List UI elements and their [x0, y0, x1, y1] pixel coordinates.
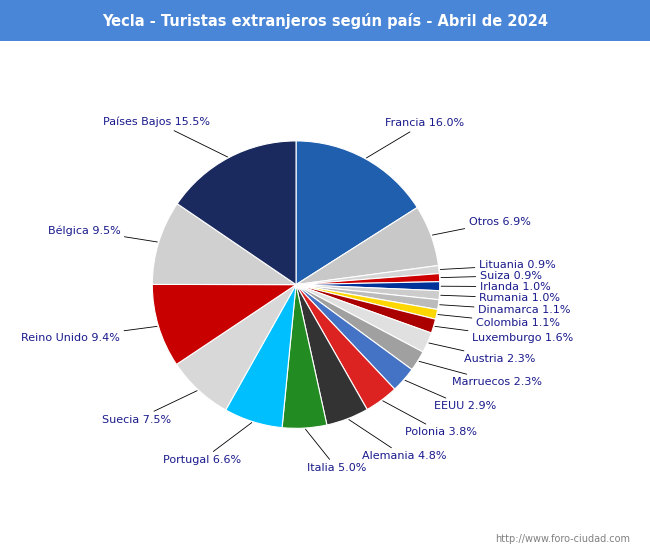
Text: http://www.foro-ciudad.com: http://www.foro-ciudad.com: [495, 534, 630, 544]
Text: Bélgica 9.5%: Bélgica 9.5%: [47, 225, 157, 242]
Text: Alemania 4.8%: Alemania 4.8%: [349, 420, 447, 461]
Text: Marruecos 2.3%: Marruecos 2.3%: [419, 361, 542, 387]
Wedge shape: [296, 285, 437, 319]
Wedge shape: [152, 284, 296, 365]
Text: Yecla - Turistas extranjeros según país - Abril de 2024: Yecla - Turistas extranjeros según país …: [102, 13, 548, 29]
Text: Países Bajos 15.5%: Países Bajos 15.5%: [103, 117, 228, 157]
Wedge shape: [296, 285, 439, 300]
Wedge shape: [177, 141, 296, 285]
Wedge shape: [177, 285, 296, 410]
Text: EEUU 2.9%: EEUU 2.9%: [405, 380, 496, 411]
Text: Dinamarca 1.1%: Dinamarca 1.1%: [439, 305, 571, 315]
Text: Suecia 7.5%: Suecia 7.5%: [102, 390, 197, 425]
Text: Otros 6.9%: Otros 6.9%: [432, 217, 530, 235]
Text: Lituania 0.9%: Lituania 0.9%: [440, 260, 556, 270]
Wedge shape: [296, 266, 439, 285]
Wedge shape: [296, 285, 432, 352]
Text: Irlanda 1.0%: Irlanda 1.0%: [441, 282, 551, 292]
Text: Italia 5.0%: Italia 5.0%: [306, 429, 367, 473]
Wedge shape: [296, 285, 436, 333]
Text: Colombia 1.1%: Colombia 1.1%: [438, 315, 560, 328]
Wedge shape: [296, 285, 423, 370]
Wedge shape: [296, 141, 417, 285]
Wedge shape: [296, 285, 439, 310]
Wedge shape: [296, 282, 440, 291]
Text: Reino Unido 9.4%: Reino Unido 9.4%: [21, 326, 157, 343]
Wedge shape: [282, 285, 327, 428]
Text: Portugal 6.6%: Portugal 6.6%: [162, 422, 252, 465]
Text: Rumania 1.0%: Rumania 1.0%: [441, 293, 560, 303]
Text: Polonia 3.8%: Polonia 3.8%: [383, 401, 478, 437]
Wedge shape: [296, 285, 367, 425]
Text: Suiza 0.9%: Suiza 0.9%: [441, 271, 541, 281]
Wedge shape: [296, 285, 412, 389]
Wedge shape: [152, 204, 296, 285]
Wedge shape: [296, 207, 439, 285]
Text: Austria 2.3%: Austria 2.3%: [429, 343, 536, 364]
Wedge shape: [296, 285, 395, 410]
Wedge shape: [296, 273, 439, 285]
Wedge shape: [226, 285, 296, 428]
Text: Francia 16.0%: Francia 16.0%: [367, 118, 463, 158]
Text: Luxemburgo 1.6%: Luxemburgo 1.6%: [435, 326, 573, 343]
